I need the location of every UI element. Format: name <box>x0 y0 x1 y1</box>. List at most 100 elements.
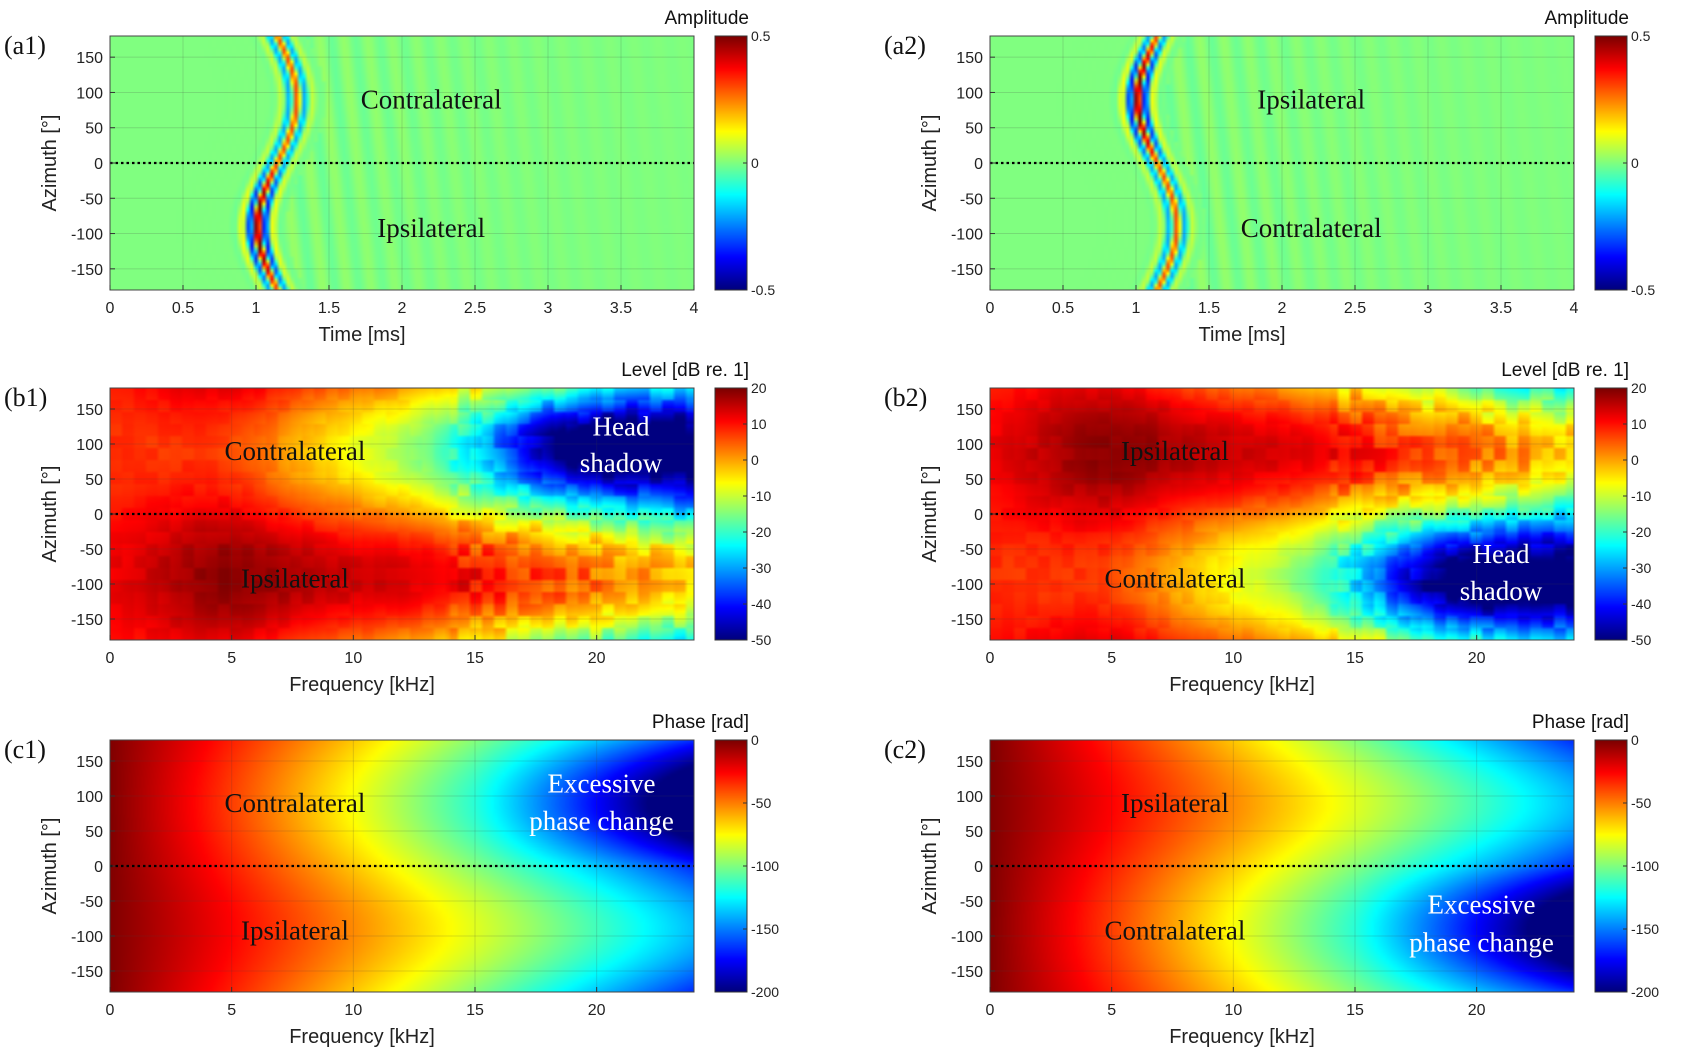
x-tick-label: 1 <box>252 300 261 317</box>
annotation: Ipsilateral <box>241 915 349 945</box>
y-tick-label: -50 <box>960 542 983 559</box>
colorbar-tick-label: -50 <box>751 795 771 811</box>
x-tick-label: 4 <box>1570 300 1579 317</box>
y-tick-label: 50 <box>85 121 103 138</box>
y-tick-label: -150 <box>951 612 983 629</box>
colorbar-tick-label: -0.5 <box>1631 282 1655 298</box>
y-tick-label: -150 <box>71 612 103 629</box>
x-tick-label: 10 <box>1224 1002 1242 1019</box>
annotation: phase change <box>529 806 674 836</box>
y-tick-label: -100 <box>951 929 983 946</box>
x-tick-label: 15 <box>466 1002 484 1019</box>
y-tick-label: 0 <box>94 156 103 173</box>
colorbar-frame <box>1594 387 1628 641</box>
x-tick-label: 1.5 <box>318 300 340 317</box>
x-tick-label: 10 <box>344 650 362 667</box>
y-tick-label: 100 <box>956 437 983 454</box>
colorbar-tick-label: -30 <box>751 560 771 576</box>
x-tick-label: 3.5 <box>610 300 632 317</box>
x-tick-label: 20 <box>1468 650 1486 667</box>
colorbar-tick-label: -50 <box>751 632 771 648</box>
colorbar-tick-label: -30 <box>1631 560 1651 576</box>
y-tick-label: -100 <box>71 929 103 946</box>
y-tick-label: 50 <box>965 121 983 138</box>
x-axis-label: Frequency [kHz] <box>289 1026 435 1048</box>
y-axis-label: Azimuth [°] <box>919 818 941 915</box>
x-tick-label: 2.5 <box>1344 300 1366 317</box>
x-axis-label: Frequency [kHz] <box>1169 674 1315 696</box>
panel-label: (a1) <box>4 31 46 60</box>
y-tick-label: -150 <box>71 262 103 279</box>
colorbar-tick-label: -0.5 <box>751 282 775 298</box>
y-axis-label: Azimuth [°] <box>919 115 941 212</box>
y-tick-label: 100 <box>76 85 103 102</box>
colorbar-tick-label: -100 <box>751 858 779 874</box>
x-tick-label: 5 <box>227 1002 236 1019</box>
annotation: Head <box>593 412 650 442</box>
y-tick-label: 50 <box>965 824 983 841</box>
colorbar-tick-label: 20 <box>1631 380 1647 396</box>
colorbar-tick-label: 0.5 <box>1631 28 1651 44</box>
y-tick-label: -50 <box>80 191 103 208</box>
x-tick-label: 5 <box>1107 650 1116 667</box>
colorbar-tick-label: 0 <box>1631 155 1639 171</box>
y-tick-label: 50 <box>85 824 103 841</box>
colorbar-b2 <box>1595 388 1627 640</box>
colorbar-a2 <box>1595 36 1627 290</box>
annotation: Contralateral <box>1104 915 1245 945</box>
y-tick-label: 0 <box>94 859 103 876</box>
y-tick-label: 0 <box>94 507 103 524</box>
y-axis-label: Azimuth [°] <box>39 818 61 915</box>
x-tick-label: 0 <box>106 1002 115 1019</box>
x-tick-label: 15 <box>1346 1002 1364 1019</box>
annotation: shadow <box>1460 576 1543 606</box>
panel-label: (b1) <box>4 383 47 412</box>
y-tick-label: 0 <box>974 156 983 173</box>
x-tick-label: 0 <box>106 300 115 317</box>
x-tick-label: 20 <box>588 650 606 667</box>
y-tick-label: 150 <box>76 50 103 67</box>
colorbar-tick-label: -40 <box>1631 596 1651 612</box>
x-tick-label: 3.5 <box>1490 300 1512 317</box>
y-axis-label: Azimuth [°] <box>39 466 61 563</box>
colorbar-tick-label: -50 <box>1631 632 1651 648</box>
x-tick-label: 0 <box>986 650 995 667</box>
y-tick-label: 100 <box>956 85 983 102</box>
colorbar-title: Level [dB re. 1] <box>1501 360 1629 381</box>
colorbar-tick-label: -150 <box>1631 921 1659 937</box>
y-tick-label: 50 <box>965 472 983 489</box>
annotation: shadow <box>580 448 663 478</box>
annotation: Excessive <box>548 768 656 798</box>
x-tick-label: 2 <box>398 300 407 317</box>
annotation: Ipsilateral <box>1257 85 1365 115</box>
colorbar-tick-label: -200 <box>751 984 779 1000</box>
annotation: Ipsilateral <box>377 213 485 243</box>
colorbar-a1 <box>715 36 747 290</box>
y-tick-label: -100 <box>951 227 983 244</box>
panel-label: (c1) <box>4 735 46 764</box>
x-tick-label: 15 <box>1346 650 1364 667</box>
colorbar-tick-label: -20 <box>1631 524 1651 540</box>
colorbar-title: Phase [rad] <box>1532 712 1629 733</box>
y-tick-label: -100 <box>951 577 983 594</box>
annotation: Contralateral <box>1104 563 1245 593</box>
x-axis-label: Frequency [kHz] <box>289 674 435 696</box>
x-tick-label: 10 <box>344 1002 362 1019</box>
y-tick-label: -50 <box>960 894 983 911</box>
panel-label: (c2) <box>884 735 926 764</box>
y-tick-label: -100 <box>71 227 103 244</box>
colorbar-tick-label: 0 <box>1631 452 1639 468</box>
x-tick-label: 2 <box>1278 300 1287 317</box>
x-tick-label: 0.5 <box>172 300 194 317</box>
colorbar-c2 <box>1595 740 1627 992</box>
x-tick-label: 0 <box>986 300 995 317</box>
x-tick-label: 5 <box>1107 1002 1116 1019</box>
colorbar-tick-label: 20 <box>751 380 767 396</box>
x-tick-label: 0 <box>106 650 115 667</box>
colorbar-tick-label: -10 <box>751 488 771 504</box>
x-tick-label: 20 <box>588 1002 606 1019</box>
colorbar-tick-label: -100 <box>1631 858 1659 874</box>
panel-label: (b2) <box>884 383 927 412</box>
colorbar-frame <box>714 387 748 641</box>
